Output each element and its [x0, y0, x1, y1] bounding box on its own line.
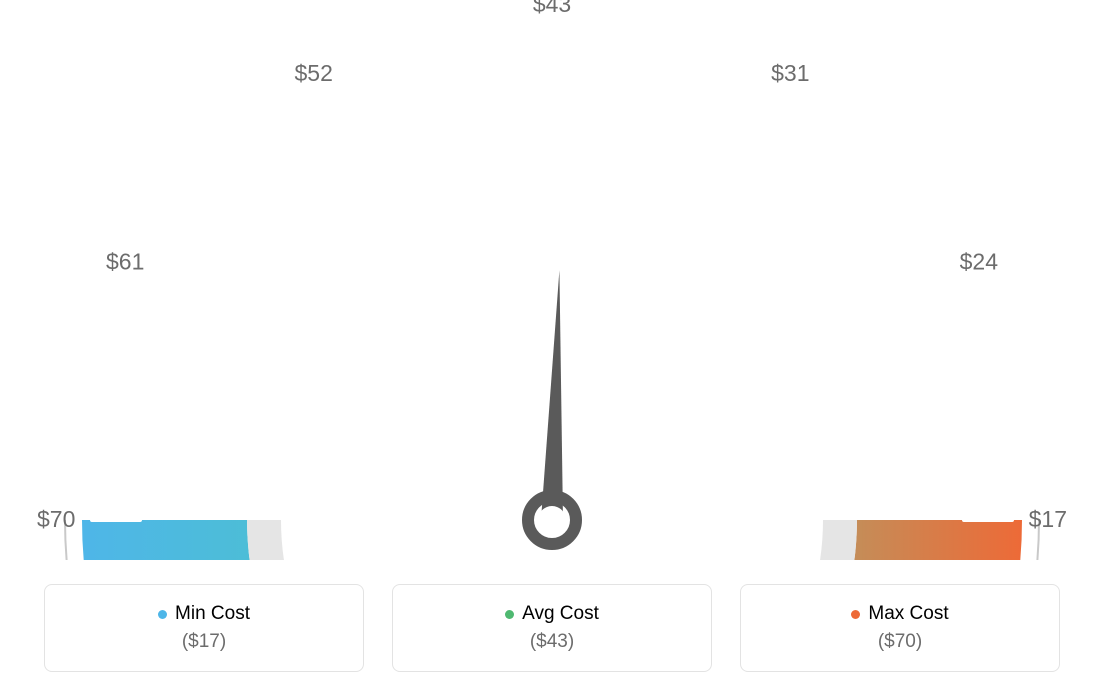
legend-value-min: ($17) [182, 631, 226, 653]
legend-label-text: Min Cost [175, 603, 250, 625]
legend-row: Min Cost ($17) Avg Cost ($43) Max Cost (… [0, 584, 1104, 672]
svg-text:$52: $52 [295, 60, 333, 86]
legend-label-min: Min Cost [158, 603, 250, 625]
dot-icon [505, 610, 514, 619]
dot-icon [158, 610, 167, 619]
legend-label-text: Avg Cost [522, 603, 599, 625]
dot-icon [851, 610, 860, 619]
svg-text:$70: $70 [37, 506, 75, 532]
legend-label-text: Max Cost [868, 603, 948, 625]
legend-label-max: Max Cost [851, 603, 948, 625]
svg-text:$17: $17 [1029, 506, 1067, 532]
legend-card-min: Min Cost ($17) [44, 584, 364, 672]
legend-label-avg: Avg Cost [505, 603, 599, 625]
legend-card-avg: Avg Cost ($43) [392, 584, 712, 672]
legend-card-max: Max Cost ($70) [740, 584, 1060, 672]
svg-text:$61: $61 [106, 249, 144, 275]
gauge-chart: $17 $24 $31 $43 $52 $61 $70 [0, 0, 1104, 560]
svg-text:$24: $24 [960, 249, 999, 275]
legend-value-avg: ($43) [530, 631, 574, 653]
gauge-svg: $17 $24 $31 $43 $52 $61 $70 [0, 0, 1104, 560]
svg-text:$43: $43 [533, 0, 571, 17]
legend-value-max: ($70) [878, 631, 922, 653]
svg-text:$31: $31 [771, 60, 809, 86]
